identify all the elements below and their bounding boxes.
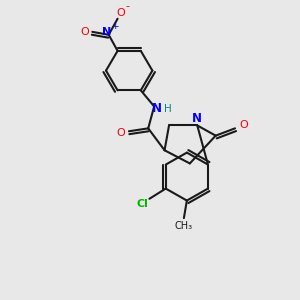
Text: O: O xyxy=(116,8,125,18)
Text: CH₃: CH₃ xyxy=(175,221,193,231)
Text: H: H xyxy=(164,104,171,114)
Text: +: + xyxy=(112,22,119,31)
Text: N: N xyxy=(102,27,111,38)
Text: O: O xyxy=(80,27,89,37)
Text: Cl: Cl xyxy=(137,199,149,209)
Text: N: N xyxy=(152,102,161,115)
Text: O: O xyxy=(239,120,248,130)
Text: N: N xyxy=(192,112,202,125)
Text: O: O xyxy=(116,128,125,138)
Text: -: - xyxy=(125,2,129,11)
